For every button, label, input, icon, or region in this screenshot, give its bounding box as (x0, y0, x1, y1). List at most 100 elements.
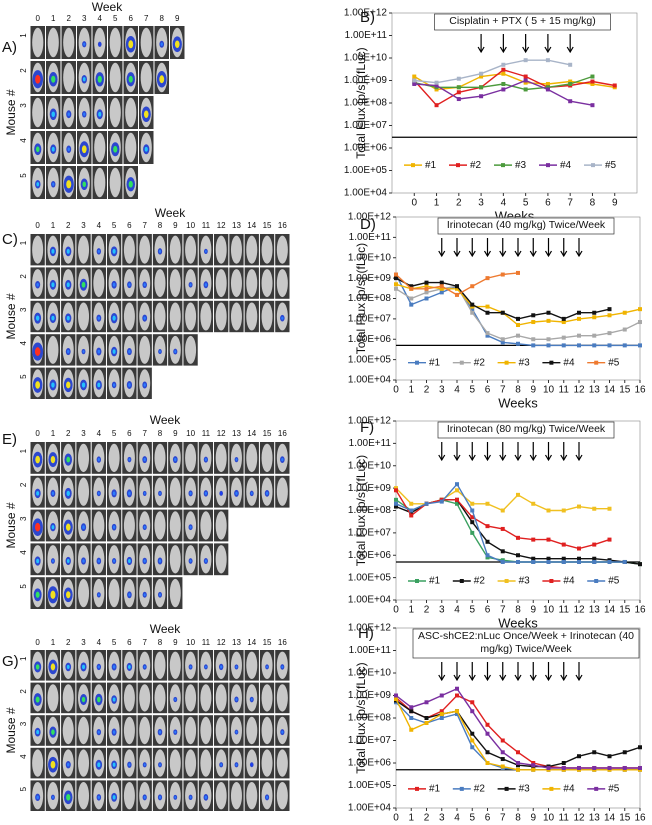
legend-marker (456, 163, 460, 168)
data-point (456, 90, 461, 95)
signal-core (160, 42, 163, 46)
mouse-body (215, 684, 227, 712)
data-point (568, 81, 573, 86)
week-label: 0 (35, 221, 40, 230)
y-tick-label: 1.00E+08 (348, 293, 392, 304)
mouse-body (261, 269, 273, 298)
data-point (500, 508, 505, 513)
signal-core (281, 457, 284, 462)
mouse-body (246, 716, 258, 745)
data-point (500, 272, 505, 277)
mouse-body (154, 651, 166, 679)
signal-core (128, 763, 131, 767)
week-label: 3 (81, 221, 86, 230)
mouse-body (185, 335, 197, 364)
data-point (439, 716, 444, 720)
data-point (394, 486, 398, 491)
mouse-body (94, 132, 106, 163)
mouse-body (32, 749, 44, 777)
data-point (577, 333, 581, 338)
mouse-body (169, 749, 181, 777)
signal-core (112, 795, 116, 800)
legend-label: #3 (519, 784, 531, 795)
x-tick-label: 4 (454, 385, 460, 396)
week-label: 2 (67, 14, 72, 23)
data-point (622, 327, 627, 332)
week-label: 6 (127, 638, 132, 647)
annotation: ASC-shCE2:nLuc Once/Week + Irinotecan (4… (418, 630, 634, 642)
week-label: 5 (112, 221, 117, 230)
mouse-label: 3 (19, 721, 28, 726)
signal-core (174, 40, 180, 49)
mouse-body (276, 684, 288, 712)
mouse-body (63, 27, 75, 58)
data-point (638, 307, 642, 312)
week-label: 3 (82, 14, 87, 23)
data-point (455, 286, 459, 291)
x-tick-label: 5 (469, 813, 475, 824)
data-point (607, 765, 612, 770)
week-label: 11 (202, 638, 211, 647)
week-label: 5 (113, 14, 118, 23)
mouse-label: 5 (19, 786, 28, 791)
signal-core (113, 145, 118, 153)
data-point (424, 286, 429, 291)
data-point (470, 302, 475, 307)
arrow-head (529, 250, 537, 258)
y-tick-label: 1.00E+05 (344, 165, 388, 176)
x-tick-label: 7 (500, 385, 506, 396)
mouse-body (78, 235, 90, 264)
y-tick-label: 1.00E+06 (348, 334, 392, 345)
annotation: Irinotecan (80 mg/kg) Twice/Week (447, 423, 606, 435)
x-tick-label: 2 (424, 605, 430, 616)
data-point (516, 559, 520, 564)
data-point (516, 316, 520, 321)
week-label: 9 (173, 429, 178, 438)
signal-core (97, 492, 100, 495)
x-tick-label: 9 (530, 605, 536, 616)
signal-core (97, 249, 100, 253)
mouse-body (154, 302, 166, 331)
data-point (424, 501, 429, 506)
signal-core (36, 558, 40, 564)
signal-core (36, 282, 39, 287)
data-point (470, 738, 475, 743)
signal-core (97, 75, 102, 83)
arrow-head (468, 674, 476, 682)
panel-label: A) (2, 39, 17, 56)
data-point (523, 74, 528, 79)
panel-ylabel: Mouse # (4, 707, 18, 753)
data-point (470, 284, 475, 289)
week-label: 8 (158, 429, 163, 438)
data-point (455, 709, 459, 714)
signal-core (66, 381, 71, 389)
data-point (561, 316, 566, 321)
signal-core (128, 491, 131, 496)
y-axis-label: Total Flux [p/s] (fLuc) (354, 455, 368, 566)
data-point (516, 750, 520, 755)
data-point (485, 722, 490, 727)
week-label: 4 (97, 429, 102, 438)
mouse-body (78, 782, 90, 810)
mouse-body (215, 545, 227, 574)
signal-core (67, 112, 71, 117)
y-tick-label: 1.00E+12 (344, 8, 388, 19)
mouse-body (230, 269, 242, 298)
arrow-head (453, 454, 461, 462)
mouse-body (246, 235, 258, 264)
week-label: 15 (263, 221, 272, 230)
signal-core (143, 525, 146, 529)
signal-core (51, 315, 55, 321)
mouse-body (123, 302, 135, 331)
week-label: 10 (186, 429, 195, 438)
data-point (501, 67, 506, 72)
data-point (500, 738, 505, 743)
panel-label: D) (360, 216, 376, 233)
data-point (409, 508, 414, 513)
mouse-label: 1 (19, 448, 28, 453)
arrow-head (514, 674, 522, 682)
mouse-body (215, 235, 227, 264)
data-point (561, 559, 566, 564)
mouse-body (109, 27, 121, 58)
